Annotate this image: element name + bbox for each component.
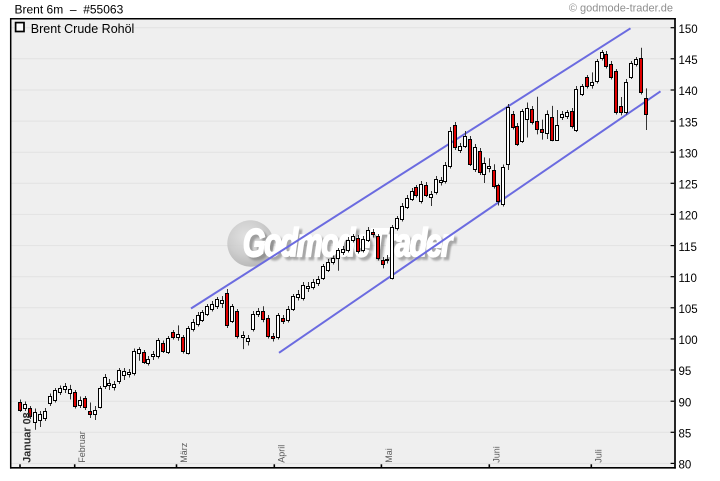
svg-text:100: 100	[679, 335, 698, 347]
svg-text:Januar 08: Januar 08	[21, 412, 33, 462]
svg-text:85: 85	[679, 429, 692, 441]
svg-text:März: März	[179, 442, 189, 462]
svg-text:145: 145	[679, 55, 698, 67]
svg-text:Mai: Mai	[384, 448, 394, 463]
svg-text:Juni: Juni	[492, 446, 502, 463]
svg-text:Februar: Februar	[77, 431, 87, 463]
svg-text:95: 95	[679, 366, 692, 378]
svg-text:120: 120	[679, 211, 698, 223]
svg-text:125: 125	[679, 180, 698, 192]
svg-text:April: April	[277, 445, 287, 463]
svg-text:150: 150	[679, 24, 698, 36]
svg-text:110: 110	[679, 273, 697, 285]
svg-text:© godmode-trader.de: © godmode-trader.de	[569, 3, 673, 15]
svg-text:80: 80	[679, 460, 692, 472]
svg-text:Brent 6m – #55063: Brent 6m – #55063	[15, 3, 124, 17]
svg-text:Brent Crude Rohöl: Brent Crude Rohöl	[31, 22, 135, 36]
svg-text:135: 135	[679, 117, 698, 129]
svg-text:130: 130	[679, 148, 698, 160]
svg-text:115: 115	[679, 242, 697, 254]
svg-text:140: 140	[679, 86, 698, 98]
svg-text:Juli: Juli	[594, 449, 604, 463]
svg-text:90: 90	[679, 397, 692, 409]
svg-text:GodmodeTrader: GodmodeTrader	[246, 225, 457, 268]
svg-text:105: 105	[679, 304, 698, 316]
